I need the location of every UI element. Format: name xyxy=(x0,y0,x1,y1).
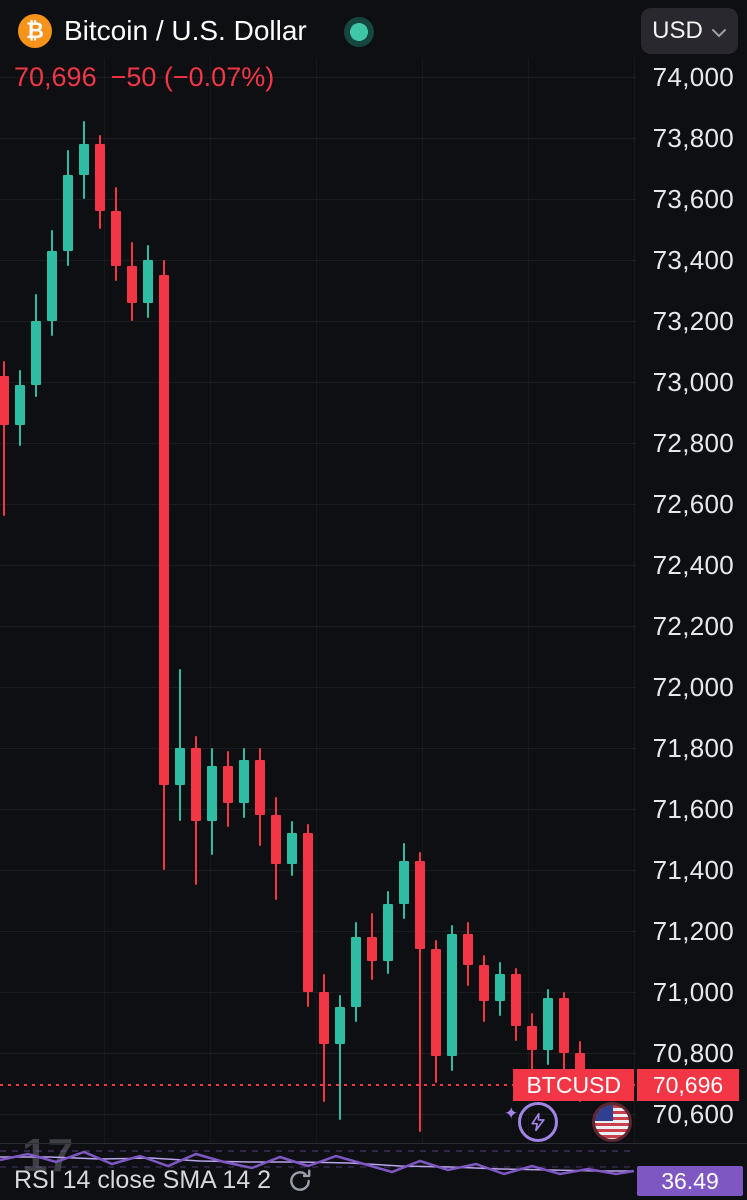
h-gridline xyxy=(0,77,636,78)
h-gridline xyxy=(0,931,636,932)
v-gridline xyxy=(528,58,529,1143)
candle xyxy=(431,949,441,1057)
candle xyxy=(463,934,473,965)
candle xyxy=(335,1007,345,1044)
candle xyxy=(271,815,281,864)
us-flag-icon[interactable] xyxy=(592,1102,632,1142)
h-gridline xyxy=(0,382,636,383)
h-gridline xyxy=(0,687,636,688)
candle xyxy=(479,964,489,1002)
candle xyxy=(0,375,9,425)
h-gridline xyxy=(0,748,636,749)
indicator-value-badge: 36.49 xyxy=(637,1166,743,1196)
h-gridline xyxy=(0,870,636,871)
candle xyxy=(31,321,41,386)
candle xyxy=(175,748,185,785)
h-gridline xyxy=(0,992,636,993)
h-gridline xyxy=(0,809,636,810)
h-gridline xyxy=(0,565,636,566)
candle xyxy=(63,174,73,251)
h-gridline xyxy=(0,1053,636,1054)
candle xyxy=(15,385,25,425)
v-gridline xyxy=(316,58,317,1143)
candle xyxy=(367,937,377,962)
candle-wick xyxy=(3,360,5,517)
refresh-icon[interactable] xyxy=(287,1168,313,1194)
symbol-badge: BTCUSD xyxy=(513,1068,634,1101)
h-gridline xyxy=(0,138,636,139)
last-price-labels: BTCUSD 70,696 xyxy=(513,1068,739,1101)
candle xyxy=(511,973,521,1026)
candle xyxy=(111,211,121,267)
lightning-icon xyxy=(531,1112,545,1132)
v-gridline xyxy=(210,58,211,1143)
candle xyxy=(143,260,153,303)
rsi-line xyxy=(0,1150,635,1176)
chevron-down-icon xyxy=(711,17,727,45)
bitcoin-icon: ₿ xyxy=(18,14,52,48)
candle xyxy=(191,748,201,822)
h-gridline xyxy=(0,260,636,261)
h-gridline xyxy=(0,626,636,627)
candle xyxy=(47,250,57,321)
candle xyxy=(415,860,425,950)
price-change-text: −50 (−0.07%) xyxy=(110,62,275,92)
candle xyxy=(383,903,393,962)
h-gridline xyxy=(0,199,636,200)
indicator-label[interactable]: RSI 14 close SMA 14 2 xyxy=(14,1166,272,1194)
candle xyxy=(495,973,505,1002)
h-gridline xyxy=(0,443,636,444)
currency-selector[interactable]: USD xyxy=(641,8,738,54)
candle xyxy=(287,833,297,864)
last-price-line xyxy=(0,1083,636,1086)
candle xyxy=(559,998,569,1053)
sparkle-icon: ✦ xyxy=(504,1104,519,1123)
flag-canton xyxy=(595,1105,614,1121)
candle xyxy=(127,266,137,303)
candle xyxy=(223,766,233,803)
candle xyxy=(95,144,105,212)
candle xyxy=(79,144,89,175)
candle xyxy=(255,760,265,816)
h-gridline xyxy=(0,504,636,505)
candle xyxy=(319,992,329,1044)
price-summary: 70,696 −50 (−0.07%) xyxy=(14,62,274,93)
v-gridline xyxy=(634,58,635,1143)
candle-wick xyxy=(419,851,421,1133)
candle-wick xyxy=(179,668,181,822)
candle xyxy=(351,937,361,1008)
candle-wick xyxy=(339,995,341,1121)
indicator-row[interactable]: RSI 14 close SMA 14 2 xyxy=(14,1166,313,1195)
candle xyxy=(207,766,217,822)
pane-divider[interactable] xyxy=(0,1143,747,1144)
last-price-text: 70,696 xyxy=(14,62,97,92)
candle xyxy=(447,934,457,1057)
candle xyxy=(399,860,409,904)
v-gridline xyxy=(104,58,105,1143)
candle xyxy=(239,760,249,803)
candle xyxy=(303,833,313,992)
last-price-badge: 70,696 xyxy=(637,1068,739,1101)
symbol-title: Bitcoin / U.S. Dollar xyxy=(64,15,307,46)
h-gridline xyxy=(0,321,636,322)
h-gridline xyxy=(0,1114,636,1115)
candle xyxy=(527,1025,537,1050)
candle xyxy=(543,998,553,1050)
candle xyxy=(159,275,169,785)
v-gridline xyxy=(422,58,423,1143)
currency-label: USD xyxy=(652,17,703,44)
market-status-icon xyxy=(344,17,374,47)
lightning-button[interactable] xyxy=(518,1102,558,1142)
rsi-plot xyxy=(0,1150,636,1176)
